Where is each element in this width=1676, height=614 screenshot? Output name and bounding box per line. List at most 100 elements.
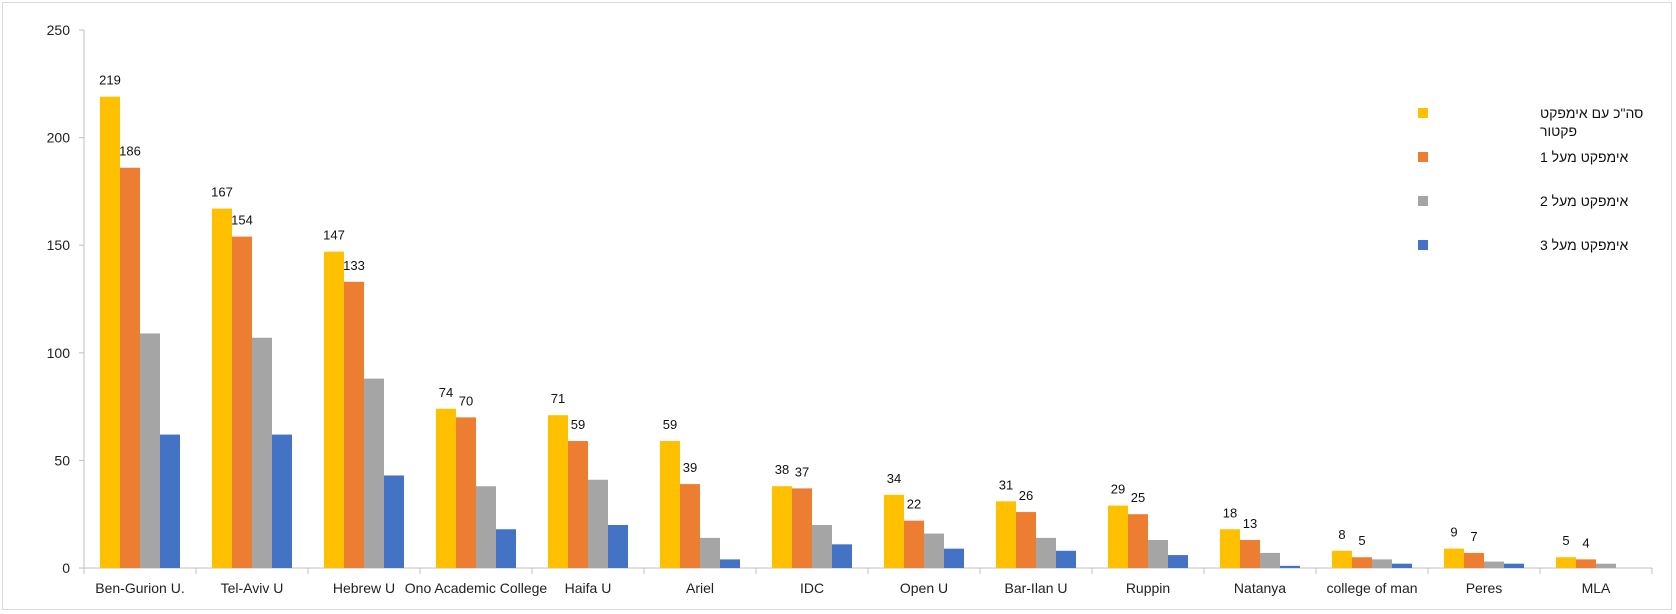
data-label: 74 (439, 385, 453, 400)
bar (120, 167, 140, 568)
legend-label: סה"כ עם אימפקט (1540, 105, 1643, 121)
bar (1504, 563, 1524, 568)
data-label: 37 (795, 464, 809, 479)
bar (1148, 540, 1168, 568)
data-label: 5 (1562, 533, 1569, 548)
y-tick-label: 150 (47, 237, 71, 253)
bar (720, 559, 740, 568)
data-label: 25 (1131, 490, 1145, 505)
data-label: 147 (323, 228, 345, 243)
x-category-label: Tel-Aviv U (221, 580, 284, 596)
bar (680, 484, 700, 568)
bar (996, 501, 1016, 568)
bar (1168, 555, 1188, 568)
data-label: 186 (119, 144, 141, 159)
bar (812, 524, 832, 568)
data-label: 18 (1223, 505, 1237, 520)
legend-swatch (1418, 196, 1428, 206)
bar (884, 494, 904, 568)
legend: סה"כ עם אימפקט פקטור אימפקט מעל 1 אימפקט מע… (1418, 105, 1643, 253)
x-category-label: Ben-Gurion U. (95, 580, 184, 596)
legend-label: אימפקט מעל 2 (1540, 193, 1629, 209)
x-category-label: Natanya (1234, 580, 1286, 596)
bar (1240, 540, 1260, 568)
y-tick-label: 250 (47, 22, 71, 38)
bar (140, 333, 160, 568)
bar (588, 479, 608, 568)
bar (160, 434, 180, 568)
data-label: 71 (551, 391, 565, 406)
bar (212, 208, 232, 568)
bar (904, 520, 924, 568)
data-label: 219 (99, 73, 121, 88)
bar (944, 548, 964, 568)
bar (1056, 550, 1076, 568)
bar (1372, 559, 1392, 568)
bar (1220, 529, 1240, 568)
x-category-label: Haifa U (565, 580, 612, 596)
bar (252, 337, 272, 568)
x-category-label: Ruppin (1126, 580, 1170, 596)
x-category-label: IDC (800, 580, 824, 596)
x-category-label: college of man (1326, 580, 1417, 596)
data-label: 29 (1111, 482, 1125, 497)
legend-swatch (1418, 152, 1428, 162)
bar (1036, 537, 1056, 568)
data-label: 7 (1470, 529, 1477, 544)
data-label: 154 (231, 213, 253, 228)
bar (792, 488, 812, 568)
bar (660, 441, 680, 568)
bar (272, 434, 292, 568)
bar (772, 486, 792, 568)
bar (568, 441, 588, 568)
data-label: 22 (907, 497, 921, 512)
x-category-label: Hebrew U (333, 580, 395, 596)
data-label: 133 (343, 258, 365, 273)
bar (456, 417, 476, 568)
bar (436, 408, 456, 568)
bar (1556, 557, 1576, 568)
data-label: 9 (1450, 525, 1457, 540)
y-axis: 0 50 100 150 200 250 (47, 22, 85, 576)
legend-swatch (1418, 108, 1428, 118)
data-label: 59 (663, 417, 677, 432)
bar (496, 529, 516, 568)
data-label: 26 (1019, 488, 1033, 503)
data-label: 5 (1358, 533, 1365, 548)
legend-label: אימפקט מעל 3 (1540, 237, 1629, 253)
data-label: 70 (459, 393, 473, 408)
bar (1596, 563, 1616, 568)
bar (608, 524, 628, 568)
bar (1108, 505, 1128, 568)
bar (1464, 552, 1484, 568)
bar (924, 533, 944, 568)
y-tick-label: 100 (47, 345, 71, 361)
bar (1392, 563, 1412, 568)
x-category-label: Ariel (686, 580, 714, 596)
legend-swatch (1418, 240, 1428, 250)
bars (100, 96, 1616, 569)
legend-label: פקטור (1540, 123, 1577, 139)
bar (832, 544, 852, 568)
data-label: 13 (1243, 516, 1257, 531)
bar (364, 378, 384, 568)
x-category-label: Ono Academic College (405, 580, 548, 596)
x-category-label: Bar-Ilan U (1004, 580, 1067, 596)
bar (324, 251, 344, 568)
data-label: 8 (1338, 527, 1345, 542)
x-category-label: Peres (1466, 580, 1503, 596)
y-tick-label: 0 (62, 560, 70, 576)
bar (1444, 548, 1464, 568)
bar (700, 537, 720, 568)
legend-label: אימפקט מעל 1 (1540, 149, 1629, 165)
y-tick-label: 50 (54, 452, 70, 468)
bar (1260, 552, 1280, 568)
bar (344, 281, 364, 568)
bar (1576, 559, 1596, 568)
bar (1332, 550, 1352, 568)
bar (100, 96, 120, 568)
bar (1016, 512, 1036, 568)
x-category-label: MLA (1582, 580, 1611, 596)
